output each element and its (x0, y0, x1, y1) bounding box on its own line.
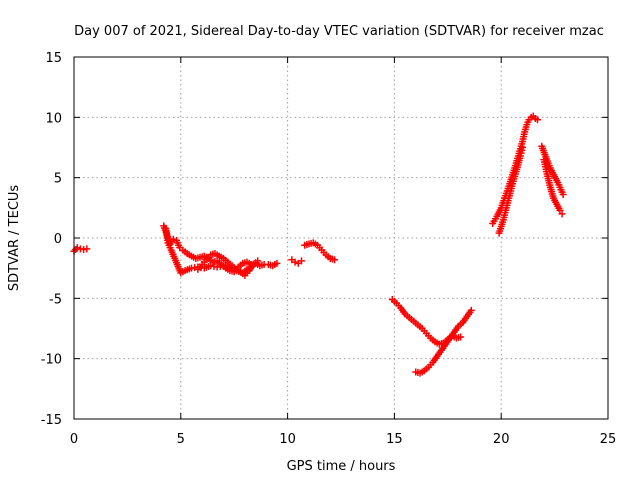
x-tick-label: 20 (493, 432, 510, 447)
data-point (558, 210, 566, 218)
data-point (169, 235, 177, 243)
data-point (467, 306, 475, 314)
data-point (331, 256, 339, 264)
data-point (556, 206, 564, 214)
data-point (297, 257, 305, 265)
series-sdtvar-h (412, 306, 475, 377)
y-tick-label: 10 (45, 111, 62, 126)
x-axis-label: GPS time / hours (287, 459, 396, 474)
data-point (273, 259, 281, 267)
chart-title: Day 007 of 2021, Sidereal Day-to-day VTE… (74, 24, 604, 39)
y-tick-label: -10 (41, 353, 62, 368)
data-point (559, 191, 567, 199)
series-sdtvar-e (288, 256, 305, 267)
series-sdtvar-f (301, 239, 339, 264)
x-tick-label: 5 (177, 432, 185, 447)
series-sdtvar-l (540, 156, 566, 218)
grid-lines (74, 57, 608, 419)
data-point (73, 244, 81, 252)
x-tick-labels: 0 5 10 15 20 25 (70, 432, 616, 447)
y-tick-label: -5 (49, 292, 62, 307)
series-sdtvar-a (70, 244, 91, 255)
x-tick-label: 15 (386, 432, 403, 447)
y-tick-label: -15 (41, 413, 62, 428)
series-sdtvar-g (388, 296, 465, 348)
series-sdtvar-j (495, 144, 527, 237)
data-point (83, 245, 91, 253)
data-point (534, 116, 542, 124)
y-tick-label: 0 (54, 232, 62, 247)
y-tick-label: 5 (54, 172, 62, 187)
y-tick-label: 15 (45, 51, 62, 66)
x-tick-label: 25 (600, 432, 617, 447)
series-sdtvar-d (194, 250, 262, 279)
data-point (519, 144, 527, 151)
data-point (291, 258, 299, 266)
y-axis-label: SDTVAR / TECUs (7, 185, 22, 292)
axis-ticks (73, 56, 609, 420)
y-tick-labels: -15 -10 -5 0 5 10 15 (41, 51, 62, 428)
data-point (254, 257, 262, 265)
data-points (70, 112, 567, 377)
x-tick-label: 0 (70, 432, 78, 447)
x-tick-label: 10 (279, 432, 296, 447)
data-point (457, 333, 465, 341)
